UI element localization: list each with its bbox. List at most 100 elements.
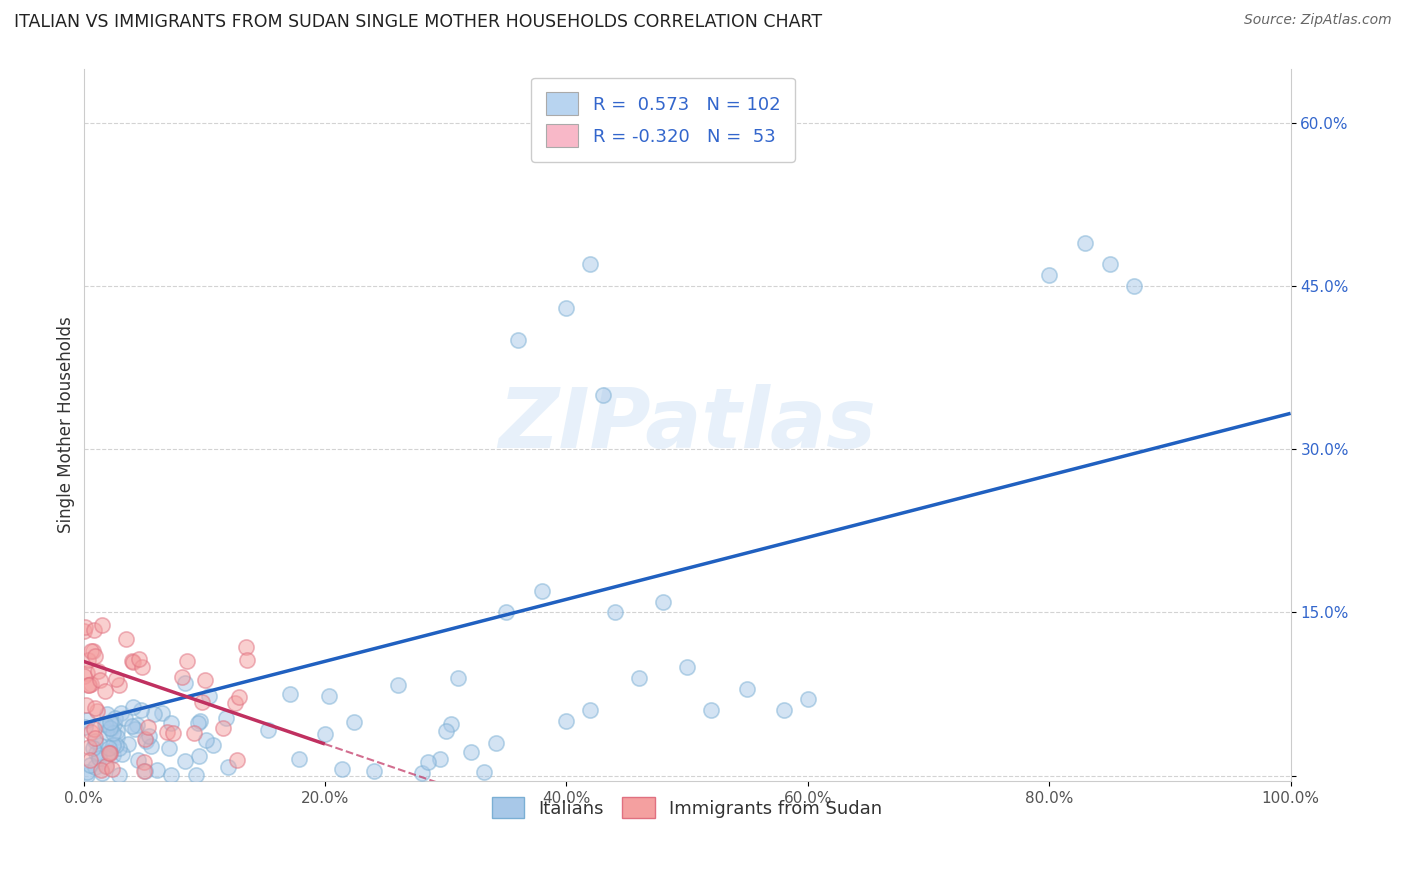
Point [579, 703, 602, 717]
Point [150, 706, 173, 720]
Point [77, 678, 100, 692]
Point [228, 690, 250, 705]
Point [94, 718, 117, 732]
Point [110, 706, 132, 721]
Point [187, 715, 209, 730]
Point [89, 673, 111, 687]
Point [86, 704, 108, 718]
Point [108, 678, 131, 692]
Point [82, 740, 104, 755]
Point [651, 594, 673, 608]
Point [195, 733, 218, 747]
Point [145, 763, 167, 777]
Legend: Italians, Immigrants from Sudan: Italians, Immigrants from Sudan [485, 790, 890, 825]
Point [76, 713, 98, 727]
Text: ITALIAN VS IMMIGRANTS FROM SUDAN SINGLE MOTHER HOUSEHOLDS CORRELATION CHART: ITALIAN VS IMMIGRANTS FROM SUDAN SINGLE … [14, 13, 823, 31]
Point [495, 606, 517, 620]
Point [77, 678, 100, 692]
Point [76, 768, 98, 782]
Point [80, 644, 103, 658]
Point [225, 754, 247, 768]
Point [94, 759, 117, 773]
Point [188, 714, 211, 728]
Point [103, 716, 125, 731]
Point [89, 738, 111, 752]
Point [101, 762, 124, 776]
Point [105, 739, 128, 753]
Text: Source: ZipAtlas.com: Source: ZipAtlas.com [1244, 13, 1392, 28]
Point [83, 722, 105, 736]
Point [96, 759, 118, 773]
Point [429, 752, 451, 766]
Point [82, 644, 104, 658]
Point [191, 695, 214, 709]
Point [127, 753, 149, 767]
Point [135, 734, 157, 748]
Point [363, 764, 385, 779]
Point [104, 672, 127, 686]
Point [603, 606, 626, 620]
Point [136, 720, 159, 734]
Point [627, 671, 650, 685]
Point [387, 678, 409, 692]
Point [176, 654, 198, 668]
Y-axis label: Single Mother Households: Single Mother Households [58, 317, 75, 533]
Point [105, 723, 128, 738]
Point [96, 706, 118, 721]
Point [160, 768, 183, 782]
Point [162, 726, 184, 740]
Point [76, 765, 98, 780]
Point [197, 690, 219, 704]
Point [100, 746, 122, 760]
Point [194, 673, 217, 687]
Point [700, 703, 723, 717]
Point [121, 700, 143, 714]
Point [188, 748, 211, 763]
Point [160, 716, 183, 731]
Point [76, 653, 98, 667]
Point [138, 730, 160, 744]
Point [235, 640, 257, 654]
Point [772, 703, 794, 717]
Point [128, 652, 150, 666]
Point [1122, 279, 1144, 293]
Point [111, 747, 134, 762]
Point [174, 676, 197, 690]
Point [101, 748, 124, 763]
Point [91, 618, 114, 632]
Point [184, 767, 207, 781]
Point [83, 623, 105, 637]
Point [90, 763, 112, 777]
Point [73, 720, 96, 734]
Point [108, 741, 131, 756]
Point [212, 722, 235, 736]
Point [121, 719, 143, 733]
Point [98, 714, 121, 729]
Point [77, 739, 100, 754]
Point [79, 757, 101, 772]
Point [83, 701, 105, 715]
Point [84, 731, 107, 745]
Point [80, 676, 103, 690]
Point [236, 652, 259, 666]
Point [139, 739, 162, 754]
Point [84, 648, 107, 663]
Point [434, 723, 457, 738]
Point [314, 727, 336, 741]
Point [97, 747, 120, 761]
Point [101, 738, 124, 752]
Point [555, 301, 578, 315]
Point [122, 655, 145, 669]
Point [411, 766, 433, 780]
Point [416, 756, 439, 770]
Text: ZIPatlas: ZIPatlas [498, 384, 876, 466]
Point [129, 703, 152, 717]
Point [93, 716, 115, 731]
Point [84, 760, 107, 774]
Point [80, 724, 103, 739]
Point [157, 741, 180, 756]
Point [87, 748, 110, 763]
Point [94, 724, 117, 739]
Point [98, 721, 121, 735]
Point [440, 717, 463, 731]
